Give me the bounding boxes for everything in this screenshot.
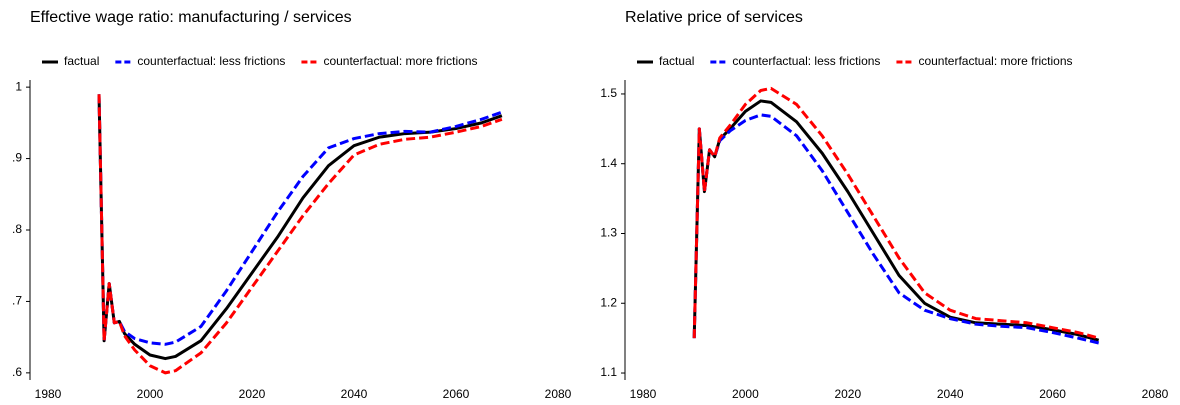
x-tick-label: 2080 [545, 387, 572, 401]
y-tick-label: .8 [12, 222, 22, 236]
series-line [97, 94, 503, 361]
y-tick-label: 1.2 [600, 295, 617, 309]
legend-label: factual [64, 54, 99, 68]
y-tick-label: 1.4 [600, 156, 617, 170]
y-tick-label: 1.3 [600, 226, 617, 240]
series-line [97, 94, 503, 375]
y-tick-label: 1.5 [600, 86, 617, 100]
x-tick-label: 2000 [137, 387, 164, 401]
series-line [692, 99, 1100, 342]
chart-title: Effective wage ratio: manufacturing / se… [30, 9, 352, 26]
x-tick-label: 2020 [239, 387, 266, 401]
legend-label: counterfactual: less frictions [732, 54, 880, 68]
x-tick-label: 1980 [630, 387, 657, 401]
legend-label: counterfactual: more frictions [918, 54, 1072, 68]
chart-title: Relative price of services [625, 9, 803, 26]
x-tick-label: 2080 [1142, 387, 1169, 401]
legend-label: counterfactual: more frictions [323, 54, 477, 68]
y-tick-label: 1 [15, 79, 22, 93]
x-tick-label: 2040 [341, 387, 368, 401]
x-tick-label: 2060 [443, 387, 470, 401]
legend-label: counterfactual: less frictions [137, 54, 285, 68]
y-tick-label: .6 [12, 365, 22, 379]
series-line [692, 113, 1100, 345]
y-tick-label: .9 [12, 151, 22, 165]
x-tick-label: 2040 [937, 387, 964, 401]
x-tick-label: 1980 [35, 387, 62, 401]
x-tick-label: 2060 [1039, 387, 1066, 401]
legend-label: factual [659, 54, 694, 68]
y-tick-label: .7 [12, 294, 22, 308]
y-tick-label: 1.1 [600, 365, 617, 379]
x-tick-label: 2000 [732, 387, 759, 401]
series-line [692, 86, 1100, 340]
x-tick-label: 2020 [834, 387, 861, 401]
